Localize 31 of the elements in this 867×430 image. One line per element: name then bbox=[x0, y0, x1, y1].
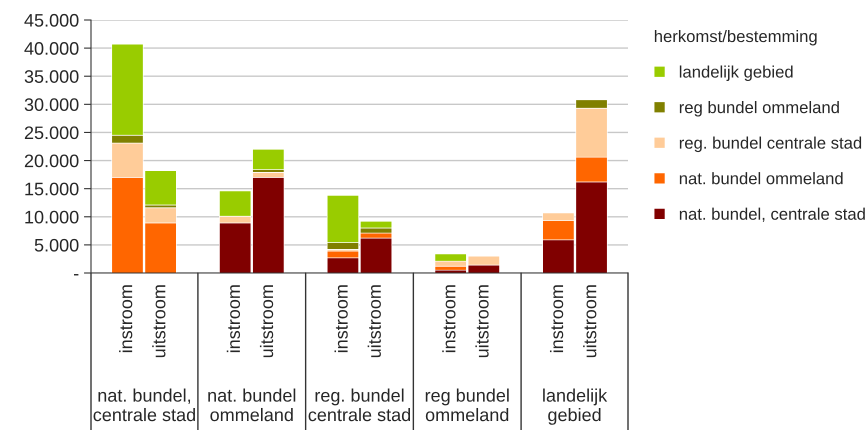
y-tick-label: 15.000 bbox=[25, 182, 78, 196]
legend-label: nat. bundel, centrale stad bbox=[680, 208, 865, 222]
x-tick-label: uitstroom bbox=[260, 285, 274, 358]
legend-label: nat. bundel ommeland bbox=[680, 172, 843, 184]
x-tick-label: uitstroom bbox=[475, 285, 489, 358]
legend-label: reg bundel ommeland bbox=[680, 101, 839, 117]
x-tick-label: instroom bbox=[334, 285, 348, 352]
y-tick-label: 25.000 bbox=[24, 126, 78, 140]
y-tick-label: - bbox=[74, 274, 78, 276]
x-tick-label: instroom bbox=[442, 285, 456, 352]
text: nat. bundel, centrale stad bbox=[94, 388, 195, 422]
x-tick-label: instroom bbox=[119, 285, 132, 352]
legend-title: herkomst/bestemming bbox=[654, 30, 817, 46]
text: nat. bundel ommeland bbox=[208, 388, 296, 422]
y-tick-label: 45.000 bbox=[24, 14, 78, 27]
text: reg bundel ommeland bbox=[426, 388, 509, 422]
x-tick-label: uitstroom bbox=[152, 285, 166, 358]
y-tick-label: 35.000 bbox=[24, 70, 78, 83]
x-tick-label: uitstroom bbox=[583, 285, 596, 358]
x-tick-label: instroom bbox=[226, 285, 240, 352]
legend-label: reg. bundel centrale stad bbox=[680, 136, 862, 152]
y-tick-label: 40.000 bbox=[24, 42, 78, 55]
y-tick-label: 20.000 bbox=[24, 154, 78, 168]
y-tick-label: 10.000 bbox=[25, 210, 78, 224]
y-tick-label: 5.000 bbox=[34, 238, 78, 252]
text: reg. bundel centrale stad bbox=[308, 388, 410, 422]
x-tick-label: instroom bbox=[550, 285, 564, 352]
y-tick-label: 30.000 bbox=[24, 98, 78, 112]
legend-label: landelijk gebied bbox=[680, 65, 793, 82]
x-tick-label: uitstroom bbox=[368, 285, 381, 358]
text: landelijk gebied bbox=[543, 388, 608, 425]
